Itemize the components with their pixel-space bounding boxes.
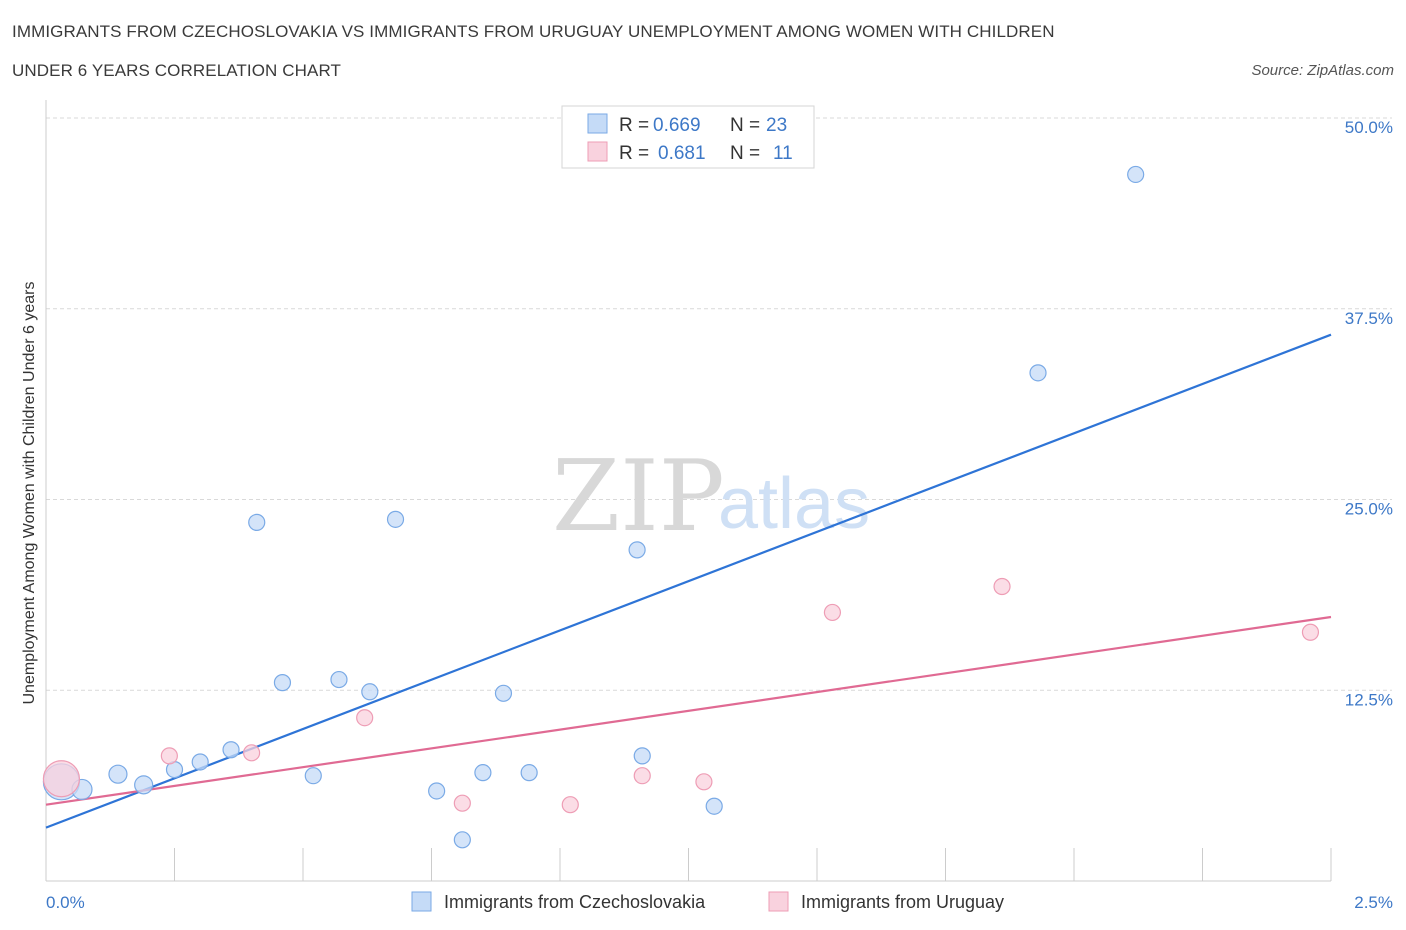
data-points — [42, 165, 1320, 849]
czechoslovakia-point-9 — [304, 767, 322, 785]
uruguay-point-0 — [42, 760, 81, 798]
uruguay-point-4 — [453, 794, 471, 812]
legend-blue-r-label: R = — [619, 115, 649, 136]
y-tick-label-1: 25.0% — [1345, 500, 1393, 519]
top-legend: R = 0.669 N = 23 R = 0.681 N = 11 — [561, 105, 815, 169]
uruguay-point-9 — [993, 577, 1011, 596]
y-tick-label-0: 12.5% — [1345, 690, 1393, 709]
legend-swatch-blue — [587, 113, 608, 134]
czechoslovakia-point-12 — [386, 510, 405, 528]
y-tick-label-2: 37.5% — [1345, 309, 1393, 328]
czechoslovakia-point-20 — [705, 797, 723, 815]
uruguay-trendline — [45, 615, 1332, 806]
czechoslovakia-point-10 — [330, 670, 348, 689]
czechoslovakia-point-21 — [1029, 364, 1047, 382]
watermark-zip: ZIP — [552, 440, 725, 554]
legend-pink-n-value: 11 — [773, 143, 793, 164]
uruguay-point-8 — [823, 603, 842, 622]
uruguay-point-3 — [356, 709, 374, 727]
legend-blue-r-value: 0.669 — [653, 115, 701, 136]
legend-swatch-pink — [587, 141, 608, 162]
uruguay-point-6 — [633, 767, 651, 785]
czechoslovakia-point-2 — [108, 764, 128, 784]
legend-pink-r-label: R = — [619, 143, 649, 164]
czechoslovakia-point-14 — [453, 831, 471, 849]
axes — [45, 100, 1332, 882]
x-tick-label-1: 2.5% — [1354, 893, 1393, 912]
bottom-legend-label-uruguay: Immigrants from Uruguay — [801, 892, 1004, 912]
bottom-legend-swatch-pink — [768, 891, 789, 912]
legend-pink-r-value: 0.681 — [658, 143, 706, 164]
legend-blue-n-label: N = — [730, 115, 760, 136]
chart-title-line2: UNDER 6 YEARS CORRELATION CHART — [12, 61, 341, 80]
y-axis-label: Unemployment Among Women with Children U… — [21, 281, 38, 704]
czechoslovakia-point-15 — [474, 764, 492, 782]
trendlines — [45, 333, 1332, 829]
chart-title-line1: IMMIGRANTS FROM CZECHOSLOVAKIA VS IMMIGR… — [12, 22, 1055, 41]
uruguay-point-1 — [160, 747, 178, 765]
watermark: ZIP atlas — [552, 440, 870, 554]
czechoslovakia-point-13 — [428, 782, 446, 800]
czechoslovakia-point-17 — [520, 764, 538, 782]
uruguay-point-10 — [1301, 623, 1320, 641]
czechoslovakia-point-6 — [222, 741, 240, 759]
czechoslovakia-point-8 — [273, 674, 292, 692]
czechoslovakia-trendline — [45, 333, 1332, 829]
czechoslovakia-point-16 — [494, 684, 513, 702]
x-tick-labels: 0.0% 2.5% — [46, 893, 1393, 912]
czechoslovakia-point-22 — [1127, 165, 1145, 184]
bottom-legend: Immigrants from Czechoslovakia Immigrant… — [411, 891, 1004, 912]
x-tick-label-0: 0.0% — [46, 893, 85, 912]
source-label: Source: ZipAtlas.com — [1251, 62, 1394, 79]
grid-lines — [46, 117, 1392, 691]
uruguay-point-2 — [243, 744, 261, 762]
bottom-legend-label-czechoslovakia: Immigrants from Czechoslovakia — [444, 892, 706, 912]
czechoslovakia-point-7 — [248, 513, 266, 531]
legend-blue-n-value: 23 — [766, 115, 787, 136]
y-tick-labels: 12.5% 25.0% 37.5% 50.0% — [1345, 118, 1393, 709]
y-tick-label-3: 50.0% — [1345, 118, 1393, 137]
uruguay-point-5 — [561, 796, 579, 814]
czechoslovakia-point-19 — [633, 747, 651, 765]
bottom-legend-swatch-blue — [411, 891, 432, 912]
legend-pink-n-label: N = — [730, 143, 760, 164]
uruguay-point-7 — [695, 773, 713, 791]
czechoslovakia-point-11 — [361, 683, 379, 701]
czechoslovakia-point-5 — [191, 753, 209, 771]
watermark-atlas: atlas — [718, 464, 870, 544]
czechoslovakia-point-18 — [628, 541, 646, 559]
czechoslovakia-point-3 — [134, 775, 154, 795]
